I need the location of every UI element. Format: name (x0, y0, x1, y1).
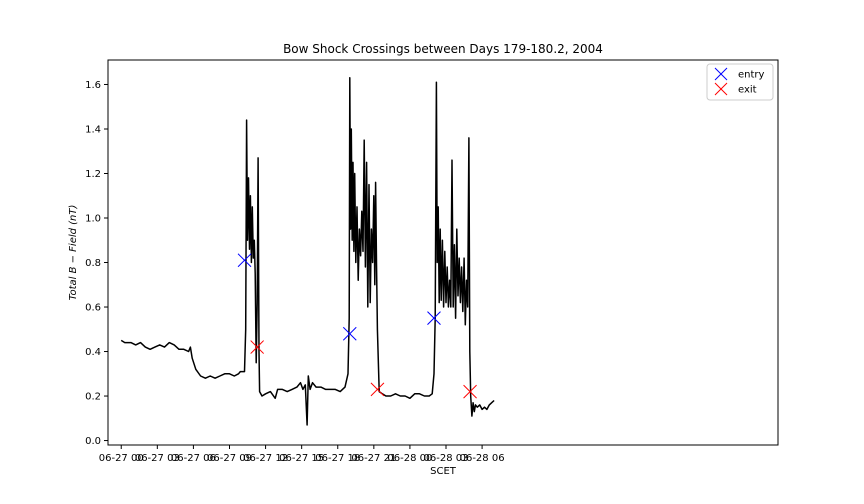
x-tick-label: 06-28 03 (424, 453, 469, 464)
plot-frame (107, 59, 779, 446)
legend: entry exit (706, 63, 774, 101)
series-line-0 (120, 77, 495, 426)
y-tick-label: 1.4 (85, 124, 101, 135)
y-axis: 0.0 0.2 0.4 0.6 0.8 1.0 1.2 1.4 1.6 (85, 80, 108, 447)
plot-area (107, 59, 779, 446)
exit-marker-2 (463, 384, 477, 399)
series-layer (120, 77, 495, 426)
x-tick-label: 06-27 18 (315, 453, 360, 464)
exit-marker-0 (250, 340, 265, 354)
y-tick-label: 1.0 (85, 214, 101, 225)
y-tick-label: 0.6 (85, 303, 101, 314)
y-tick-label: 0.0 (85, 436, 101, 447)
x-tick-label: 06-27 06 (171, 453, 216, 464)
x-tick-label: 06-27 15 (279, 453, 324, 464)
legend-entry-symbol (714, 67, 728, 81)
entry-marker-2 (427, 311, 441, 326)
y-tick-label: 1.2 (85, 169, 101, 180)
entry-marker-0 (237, 253, 252, 268)
y-tick-label: 1.6 (85, 80, 101, 91)
x-tick-label: 06-27 09 (207, 453, 252, 464)
entry-marker-1 (342, 326, 357, 341)
y-tick-label: 0.8 (85, 258, 101, 269)
x-tick-label: 06-27 12 (243, 453, 288, 464)
y-tick-label: 0.2 (85, 392, 101, 403)
x-tick-label: 06-27 03 (135, 453, 180, 464)
x-tick-label: 06-27 00 (99, 453, 144, 464)
x-tick-label: 06-28 00 (387, 453, 432, 464)
marker-layer (237, 253, 477, 399)
exit-marker-1 (370, 382, 385, 397)
y-tick-label: 0.4 (85, 347, 101, 358)
legend-exit-label: exit (738, 85, 757, 96)
legend-exit-symbol (714, 82, 728, 96)
x-axis-label: SCET (430, 466, 457, 477)
y-axis-label: Total B − Field (nT) (68, 205, 79, 301)
x-tick-label: 06-28 06 (460, 453, 505, 464)
x-tick-label: 06-27 21 (351, 453, 396, 464)
chart-title: Bow Shock Crossings between Days 179-180… (283, 42, 603, 56)
legend-entry-label: entry (738, 70, 765, 81)
